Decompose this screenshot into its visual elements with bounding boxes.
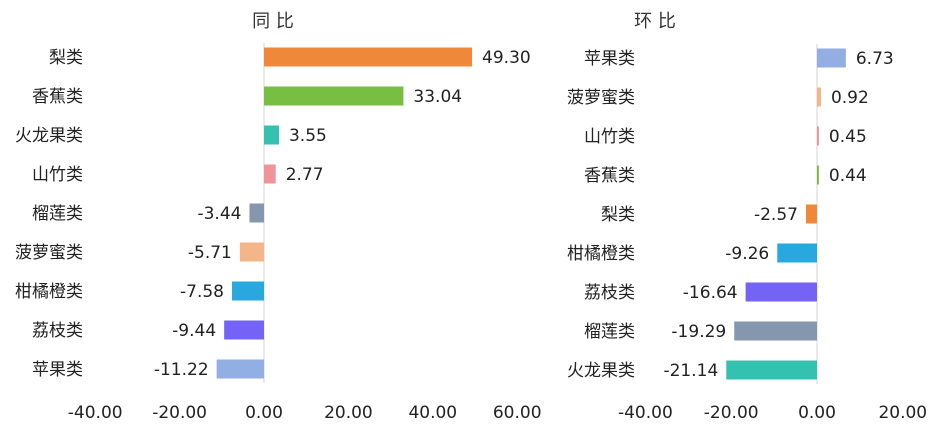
mom-value-label: 6.73: [856, 49, 894, 69]
mom-category-label: 香蕉类: [584, 166, 635, 186]
yoy-category-label: 荔枝类: [32, 321, 83, 341]
mom-bar: [734, 321, 817, 341]
yoy-x-tick-label: 40.00: [408, 403, 457, 423]
mom-bar: [805, 204, 817, 224]
mom-value-label: -2.57: [754, 205, 798, 225]
yoy-category-label: 山竹类: [32, 165, 83, 185]
yoy-bar: [264, 47, 473, 67]
mom-category-label: 火龙果类: [567, 361, 635, 381]
yoy-x-tick-label: -20.00: [152, 403, 207, 423]
yoy-value-label: 3.55: [289, 126, 327, 146]
mom-chart: 环 比苹果类 6.73 菠萝蜜类 0.92 山竹类 0.45 香蕉类 0.44 梨类 -2.57 柑…: [560, 0, 935, 432]
yoy-category-label: 柑橘橙类: [15, 282, 83, 302]
yoy-value-label: -7.58: [180, 282, 224, 302]
yoy-category-label: 菠萝蜜类: [15, 243, 83, 263]
yoy-x-tick-label: 20.00: [324, 403, 373, 423]
yoy-value-label: 2.77: [286, 165, 324, 185]
yoy-value-label: -5.71: [188, 243, 232, 263]
yoy-value-label: -3.44: [197, 204, 241, 224]
mom-bar: [817, 165, 819, 185]
yoy-value-label: -11.22: [154, 360, 209, 380]
mom-category-label: 柑橘橙类: [567, 244, 635, 264]
mom-value-label: 0.45: [829, 127, 867, 147]
yoy-bar: [239, 242, 264, 262]
mom-x-tick-label: -40.00: [618, 403, 673, 423]
mom-bar: [745, 282, 817, 302]
mom-value-label: -19.29: [671, 322, 726, 342]
mom-x-tick-label: -20.00: [704, 403, 759, 423]
yoy-bar: [216, 359, 264, 379]
mom-category-label: 梨类: [601, 205, 635, 225]
yoy-bar: [264, 125, 279, 145]
mom-value-label: -21.14: [663, 361, 718, 381]
mom-category-label: 荔枝类: [584, 283, 635, 303]
mom-bar: [817, 48, 846, 68]
mom-bar: [817, 87, 821, 107]
yoy-value-label: 49.30: [482, 48, 531, 68]
yoy-value-label: 33.04: [413, 87, 462, 107]
mom-chart-title: 环 比: [634, 11, 676, 32]
yoy-chart-svg: 同 比梨类 49.30 香蕉类 33.04 火龙果类 3.55 山竹类 2.77 榴莲类 -3.4…: [15, 11, 542, 423]
mom-value-label: 0.44: [829, 166, 867, 186]
mom-category-label: 苹果类: [584, 49, 635, 69]
yoy-category-label: 梨类: [49, 48, 83, 68]
mom-x-tick-label: 20.00: [878, 403, 927, 423]
yoy-bar: [264, 86, 404, 106]
yoy-category-label: 榴莲类: [32, 204, 83, 224]
yoy-chart: 同 比梨类 49.30 香蕉类 33.04 火龙果类 3.55 山竹类 2.77 榴莲类 -3.4…: [15, 11, 542, 423]
mom-value-label: 0.92: [831, 88, 869, 108]
yoy-value-label: -9.44: [172, 321, 216, 341]
yoy-bar: [264, 164, 276, 184]
mom-bar: [817, 126, 819, 146]
yoy-category-label: 香蕉类: [32, 87, 83, 107]
yoy-x-tick-label: -40.00: [68, 403, 123, 423]
mom-category-label: 山竹类: [584, 127, 635, 147]
mom-value-label: -9.26: [725, 244, 769, 264]
mom-category-label: 榴莲类: [584, 322, 635, 342]
yoy-category-label: 火龙果类: [15, 126, 83, 146]
yoy-chart-title: 同 比: [252, 11, 294, 32]
yoy-bar: [249, 203, 264, 223]
yoy-bar: [224, 320, 264, 340]
mom-category-label: 菠萝蜜类: [567, 88, 635, 108]
mom-x-tick-label: 0.00: [798, 403, 836, 423]
mom-bar: [726, 360, 817, 380]
yoy-x-tick-label: 60.00: [493, 403, 542, 423]
mom-bar: [777, 243, 817, 263]
yoy-category-label: 苹果类: [32, 360, 83, 380]
mom-value-label: -16.64: [683, 283, 738, 303]
yoy-x-tick-label: 0.00: [245, 403, 283, 423]
yoy-bar: [232, 281, 264, 301]
